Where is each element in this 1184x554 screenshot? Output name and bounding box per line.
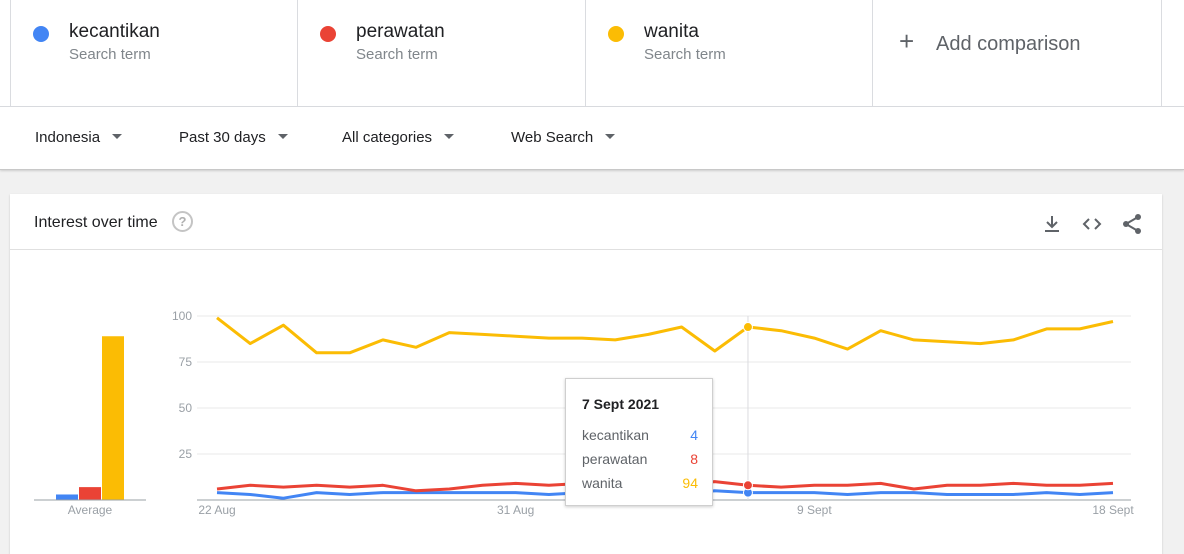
tooltip-date: 7 Sept 2021 <box>582 396 660 412</box>
series-color-dot <box>320 26 336 42</box>
hover-point-wanita <box>742 322 753 333</box>
chart-tooltip: 7 Sept 2021 kecantikan 4 perawatan 8 wan… <box>565 378 713 506</box>
search-type-dropdown-label: Web Search <box>511 129 594 146</box>
filters-bar: Indonesia Past 30 days All categories We… <box>0 107 1184 170</box>
y-tick-label: 100 <box>172 309 192 323</box>
tooltip-value: 8 <box>690 451 698 467</box>
download-icon[interactable] <box>1040 212 1064 236</box>
category-dropdown[interactable]: All categories <box>342 129 455 146</box>
caret-down-icon <box>605 134 616 139</box>
tooltip-term: kecantikan <box>582 427 649 443</box>
caret-down-icon <box>112 134 123 139</box>
share-icon[interactable] <box>1120 212 1144 236</box>
tooltip-term: perawatan <box>582 451 648 467</box>
category-dropdown-label: All categories <box>342 129 433 146</box>
average-bar-wanita <box>102 336 124 500</box>
average-bar-kecantikan <box>56 494 78 500</box>
y-tick-label: 50 <box>179 401 193 415</box>
time-range-dropdown-label: Past 30 days <box>179 129 266 146</box>
search-term-wanita[interactable]: wanita Search term <box>585 0 873 106</box>
add-comparison-button[interactable]: + Add comparison <box>872 0 1162 106</box>
embed-code-icon[interactable] <box>1080 212 1104 236</box>
search-type-dropdown[interactable]: Web Search <box>511 129 616 146</box>
search-term-name: wanita <box>644 21 699 42</box>
search-term-kecantikan[interactable]: kecantikan Search term <box>10 0 298 106</box>
tooltip-value: 4 <box>690 427 698 443</box>
x-tick-label: 18 Sept <box>1092 503 1134 517</box>
y-tick-label: 25 <box>179 447 193 461</box>
average-bar-perawatan <box>79 487 101 500</box>
x-tick-label: 22 Aug <box>198 503 235 517</box>
caret-down-icon <box>277 134 288 139</box>
caret-down-icon <box>444 134 455 139</box>
y-tick-label: 75 <box>179 355 193 369</box>
time-range-dropdown[interactable]: Past 30 days <box>179 129 288 146</box>
search-term-perawatan[interactable]: perawatan Search term <box>297 0 585 106</box>
region-dropdown[interactable]: Indonesia <box>35 129 123 146</box>
card-title: Interest over time <box>34 214 158 231</box>
card-divider <box>10 249 1162 250</box>
tooltip-row-wanita: wanita 94 <box>582 475 698 491</box>
tooltip-row-perawatan: perawatan 8 <box>582 451 698 467</box>
series-color-dot <box>608 26 624 42</box>
plus-icon: + <box>899 26 915 56</box>
add-comparison-label: Add comparison <box>936 33 1081 55</box>
series-color-dot <box>33 26 49 42</box>
help-icon[interactable]: ? <box>172 211 193 232</box>
search-term-name: perawatan <box>356 21 445 42</box>
average-label: Average <box>68 503 113 517</box>
x-tick-label: 31 Aug <box>497 503 534 517</box>
search-term-type: Search term <box>69 46 151 63</box>
hover-point-perawatan <box>742 480 753 491</box>
x-tick-label: 9 Sept <box>797 503 832 517</box>
series-line-wanita <box>216 316 1114 355</box>
search-term-type: Search term <box>644 46 726 63</box>
region-dropdown-label: Indonesia <box>35 129 101 146</box>
search-terms-bar: kecantikan Search term perawatan Search … <box>0 0 1184 107</box>
search-term-name: kecantikan <box>69 21 160 42</box>
tooltip-term: wanita <box>582 475 623 491</box>
search-term-type: Search term <box>356 46 438 63</box>
tooltip-row-kecantikan: kecantikan 4 <box>582 427 698 443</box>
tooltip-value: 94 <box>682 475 698 491</box>
